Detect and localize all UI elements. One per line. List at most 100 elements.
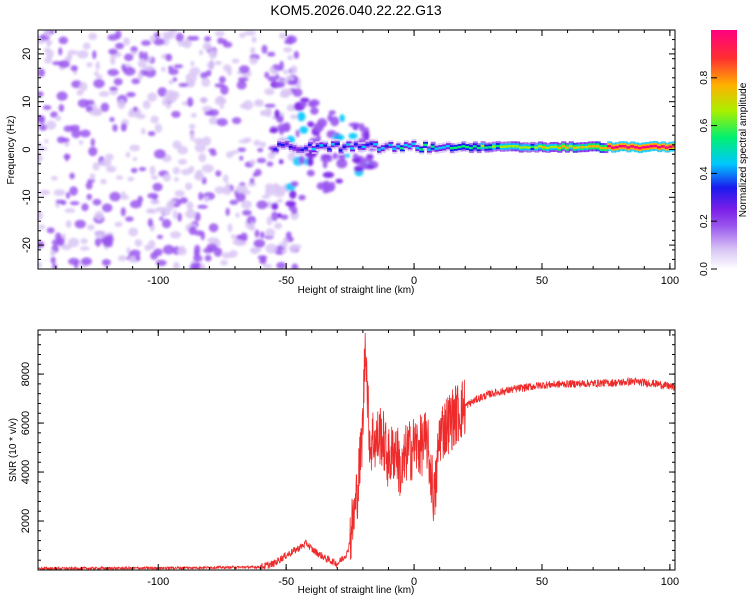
spectrogram-noise-cell (126, 247, 131, 255)
spectrogram-band-core (411, 142, 417, 146)
spectrogram-band-core (645, 145, 651, 149)
spectrogram-noise-cell (188, 165, 195, 173)
spectrogram-noise-cell (239, 32, 246, 38)
spectrogram-noise-cell (112, 124, 118, 132)
spectrogram-band-core (319, 144, 325, 147)
spectrogram-noise-cell (162, 244, 175, 255)
spectrogram-scatter-cell (277, 213, 282, 218)
spectrogram-noise-cell (64, 153, 69, 162)
snr-xtick-label: 100 (661, 576, 679, 588)
spectrogram-noise-cell (147, 92, 158, 102)
spectrogram-noise-cell (247, 181, 257, 187)
spectrogram-noise-cell (292, 88, 303, 97)
spectrogram-noise-cell (127, 176, 135, 182)
spectrogram-noise-cell (260, 141, 266, 148)
spectrogram-noise-cell (265, 186, 270, 197)
spectrogram-band-core (277, 143, 283, 146)
spectrogram-band-core (465, 145, 471, 149)
spectrogram-noise-cell (94, 71, 99, 76)
spectrogram-band-core (499, 145, 505, 148)
spectrogram-band-core (334, 142, 340, 146)
spectrogram-noise-cell (227, 223, 233, 233)
spectrogram-scatter-cell (332, 152, 339, 160)
snr-frame (37, 329, 676, 571)
colorbar-label: Normalized spectral amplitude (738, 82, 749, 217)
spectrogram-band-core (388, 143, 394, 147)
spectrogram-noise-cell (244, 30, 256, 36)
spectrogram-noise-cell (110, 55, 116, 66)
spectrogram-noise-cell (45, 40, 53, 45)
spectrogram-noise-cell (65, 192, 71, 199)
spectrogram-noise-cell (222, 41, 233, 48)
spectrogram-scatter-cell (285, 200, 297, 207)
spectrogram-noise-cell (280, 88, 293, 97)
chart-title: KOM5.2026.040.22.22.G13 (270, 2, 441, 18)
spectrogram-noise-cell (117, 255, 127, 262)
spectrogram-noise-cell (253, 239, 266, 248)
spectrogram-noise-cell (170, 231, 182, 239)
spectrogram-noise-cell (58, 47, 63, 56)
spectrogram-noise-cell (187, 97, 194, 107)
spectrogram-noise-cell (266, 161, 274, 167)
spectrogram-noise-cell (208, 49, 217, 60)
spectrogram-band-core (419, 148, 425, 151)
spectrogram-noise-cell (130, 46, 138, 53)
spectrogram-noise-cell (173, 64, 184, 69)
spectrogram-noise-cell (289, 244, 298, 253)
spectrogram-noise-cell (267, 75, 278, 82)
spectrogram-noise-cell (177, 145, 188, 155)
spectrogram-xtick-label: -50 (278, 275, 294, 287)
spectrogram-noise-cell (237, 147, 247, 153)
spectrogram-noise-cell (287, 80, 298, 86)
spectrogram-noise-cell (193, 254, 202, 262)
spectrogram-noise-cell (86, 62, 93, 68)
spectrogram-noise-cell (101, 203, 113, 213)
spectrogram-band-core (426, 148, 432, 151)
colorbar-tick-label: 0.8 (699, 70, 710, 84)
spectrogram-noise-cell (265, 228, 276, 238)
spectrogram-band-core (518, 146, 524, 149)
spectrogram-band-core (342, 145, 348, 148)
spectrogram-noise-cell (172, 210, 178, 220)
spectrogram-noise-cell (109, 117, 115, 122)
spectrogram-noise-cell (154, 149, 166, 159)
spectrogram-band-core (296, 148, 302, 151)
spectrogram-band-core (307, 143, 313, 147)
spectrogram-noise-cell (249, 57, 258, 65)
spectrogram-noise-cell (141, 40, 151, 46)
spectrogram-noise-cell (126, 91, 136, 98)
spectrogram-noise-cell (161, 218, 172, 229)
spectrogram-noise-cell (105, 153, 114, 161)
spectrogram-band-core (641, 146, 647, 149)
spectrogram-noise-cell (38, 210, 43, 221)
spectrogram-band-core (549, 145, 555, 149)
spectrogram-scatter-cell (306, 169, 315, 177)
spectrogram-band-core (380, 147, 386, 150)
spectrogram-noise-cell (191, 35, 200, 41)
spectrogram-noise-cell (272, 185, 281, 192)
spectrogram-scatter-cell (344, 153, 350, 158)
spectrogram-noise-cell (131, 51, 137, 56)
spectrogram-noise-cell (87, 224, 95, 231)
spectrogram-band-core (350, 147, 356, 150)
spectrogram-band-core (538, 145, 544, 148)
spectrogram-noise-cell (120, 207, 126, 217)
spectrogram-noise-cell (142, 65, 155, 71)
spectrogram-noise-cell (252, 172, 258, 177)
spectrogram-noise-cell (135, 254, 141, 262)
spectrogram-noise-cell (159, 216, 164, 221)
spectrogram-ytick-label: 20 (21, 48, 33, 60)
spectrogram-noise-cell (219, 76, 226, 84)
spectrogram-noise-cell (250, 247, 260, 255)
spectrogram-band-core (611, 146, 616, 149)
spectrogram-noise-cell (148, 239, 156, 250)
spectrogram-noise-cell (172, 166, 180, 175)
spectrogram-noise-cell (69, 172, 75, 180)
spectrogram-noise-cell (226, 67, 232, 76)
spectrogram-band-core (434, 147, 440, 150)
spectrogram-noise-cell (147, 218, 154, 228)
colorbar-tick-label: 0.2 (699, 214, 710, 228)
spectrogram-noise-cell (204, 36, 212, 42)
spectrogram-noise-cell (171, 110, 181, 118)
